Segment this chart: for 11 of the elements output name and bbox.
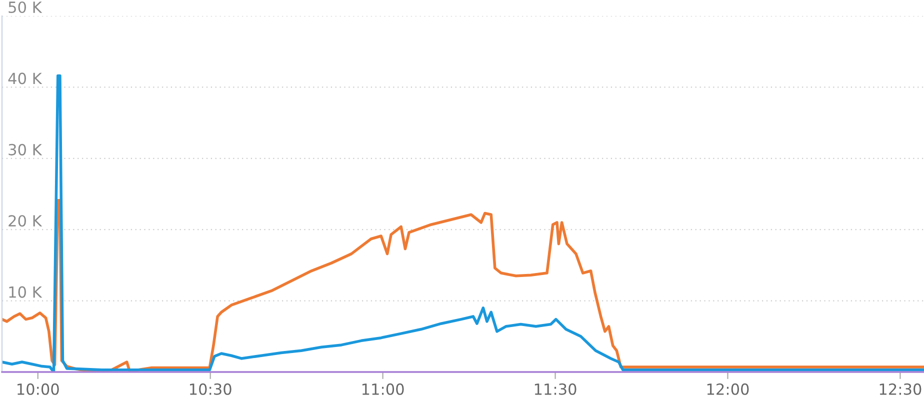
- x-tick-label: 12:30: [880, 383, 922, 395]
- y-tick-label: 10 K: [9, 286, 42, 298]
- x-tick-label: 10:30: [190, 383, 232, 395]
- x-tick-label: 11:30: [534, 383, 576, 395]
- x-tick-label: 11:00: [362, 383, 404, 395]
- y-tick-label: 30 K: [8, 144, 42, 156]
- y-tick-label: 50 K: [8, 1, 42, 14]
- y-tick-label: 20 K: [8, 215, 42, 227]
- y-tick-label: 40 K: [8, 72, 42, 84]
- x-tick-label: 10:00: [18, 383, 59, 395]
- x-tick-label: 12:00: [707, 383, 749, 395]
